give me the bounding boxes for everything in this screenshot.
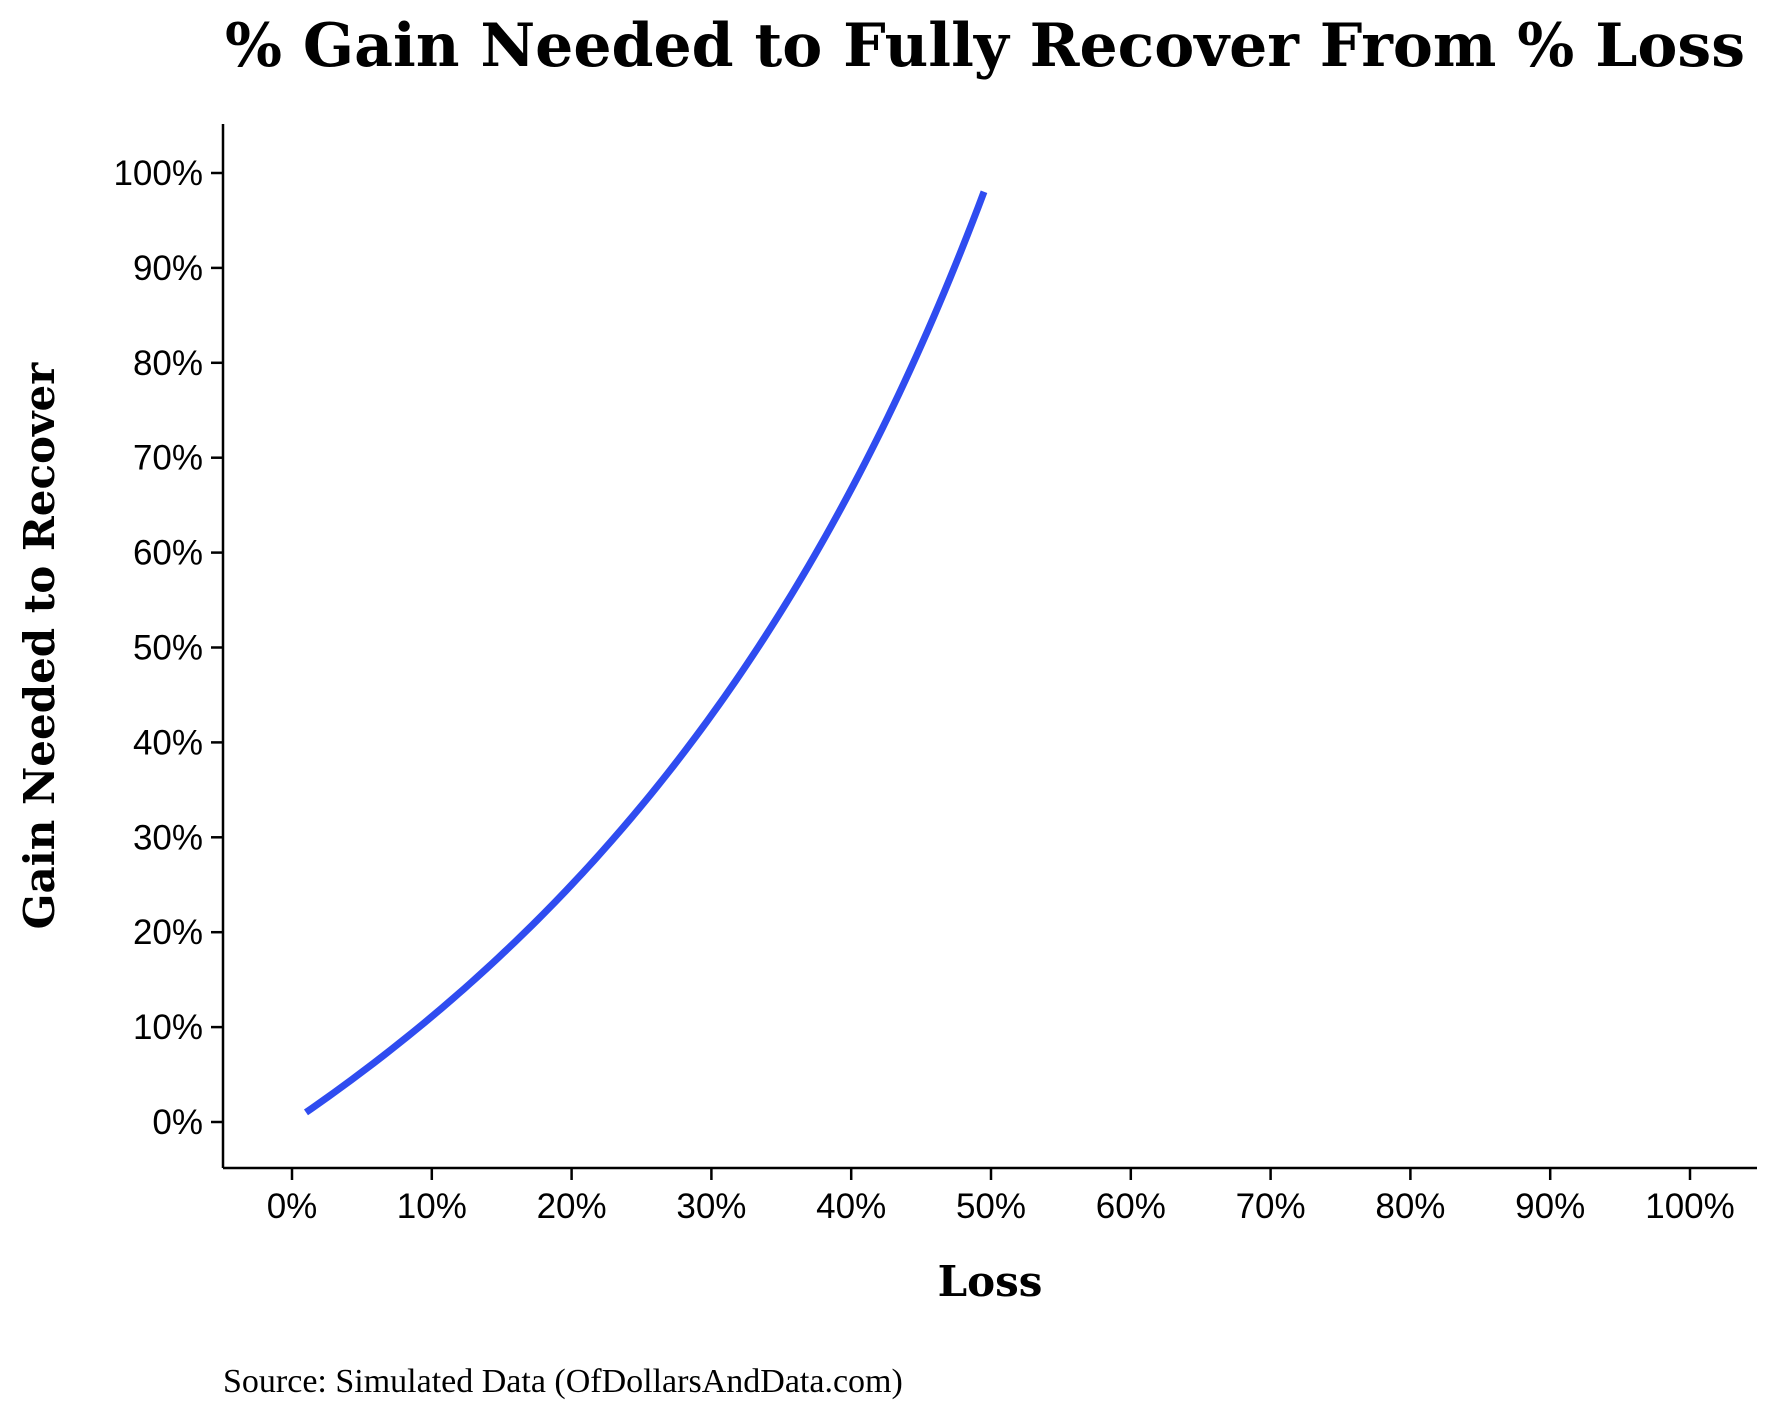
y-tick-label: 80% [133,344,203,383]
y-axis-title: Gain Needed to Recover [15,362,64,929]
x-tick-label: 100% [1645,1187,1735,1226]
x-axis-title: Loss [938,1257,1043,1306]
y-tick-label: 50% [133,629,203,668]
series-group [303,190,988,1116]
x-tick-label: 30% [676,1187,746,1226]
x-tick-label: 0% [267,1187,318,1226]
y-tick-label: 30% [133,818,203,857]
y-tick-label: 10% [133,1008,203,1047]
x-tick-label: 90% [1515,1187,1585,1226]
x-tick-label: 40% [816,1187,886,1226]
x-tick-label: 80% [1375,1187,1445,1226]
y-tick-label: 20% [133,913,203,952]
y-tick-label: 40% [133,723,203,762]
y-tick-label: 100% [113,154,203,193]
x-tick-label: 50% [956,1187,1026,1226]
y-axis-ticks: 0% 10% 20% 30% 40% 50% 60% 70% 80% 90% 100% [113,154,223,1142]
x-tick-label: 70% [1236,1187,1306,1226]
x-tick-label: 10% [397,1187,467,1226]
x-tick-label: 20% [537,1187,607,1226]
x-axis-ticks: 0% 10% 20% 30% 40% 50% 60% 70% 80% 90% 100% [267,1168,1735,1226]
y-tick-label: 90% [133,249,203,288]
chart-title: % Gain Needed to Fully Recover From % Lo… [225,11,1745,81]
y-tick-label: 60% [133,534,203,573]
series-line [303,190,988,1116]
source-note: Source: Simulated Data (OfDollarsAndData… [223,1363,903,1400]
plot-area: 0% 10% 20% 30% 40% 50% 60% 70% 80% 90% 100% 0% 10% 2… [113,124,1757,1226]
x-tick-label: 60% [1096,1187,1166,1226]
y-tick-label: 0% [152,1103,203,1142]
y-tick-label: 70% [133,439,203,478]
